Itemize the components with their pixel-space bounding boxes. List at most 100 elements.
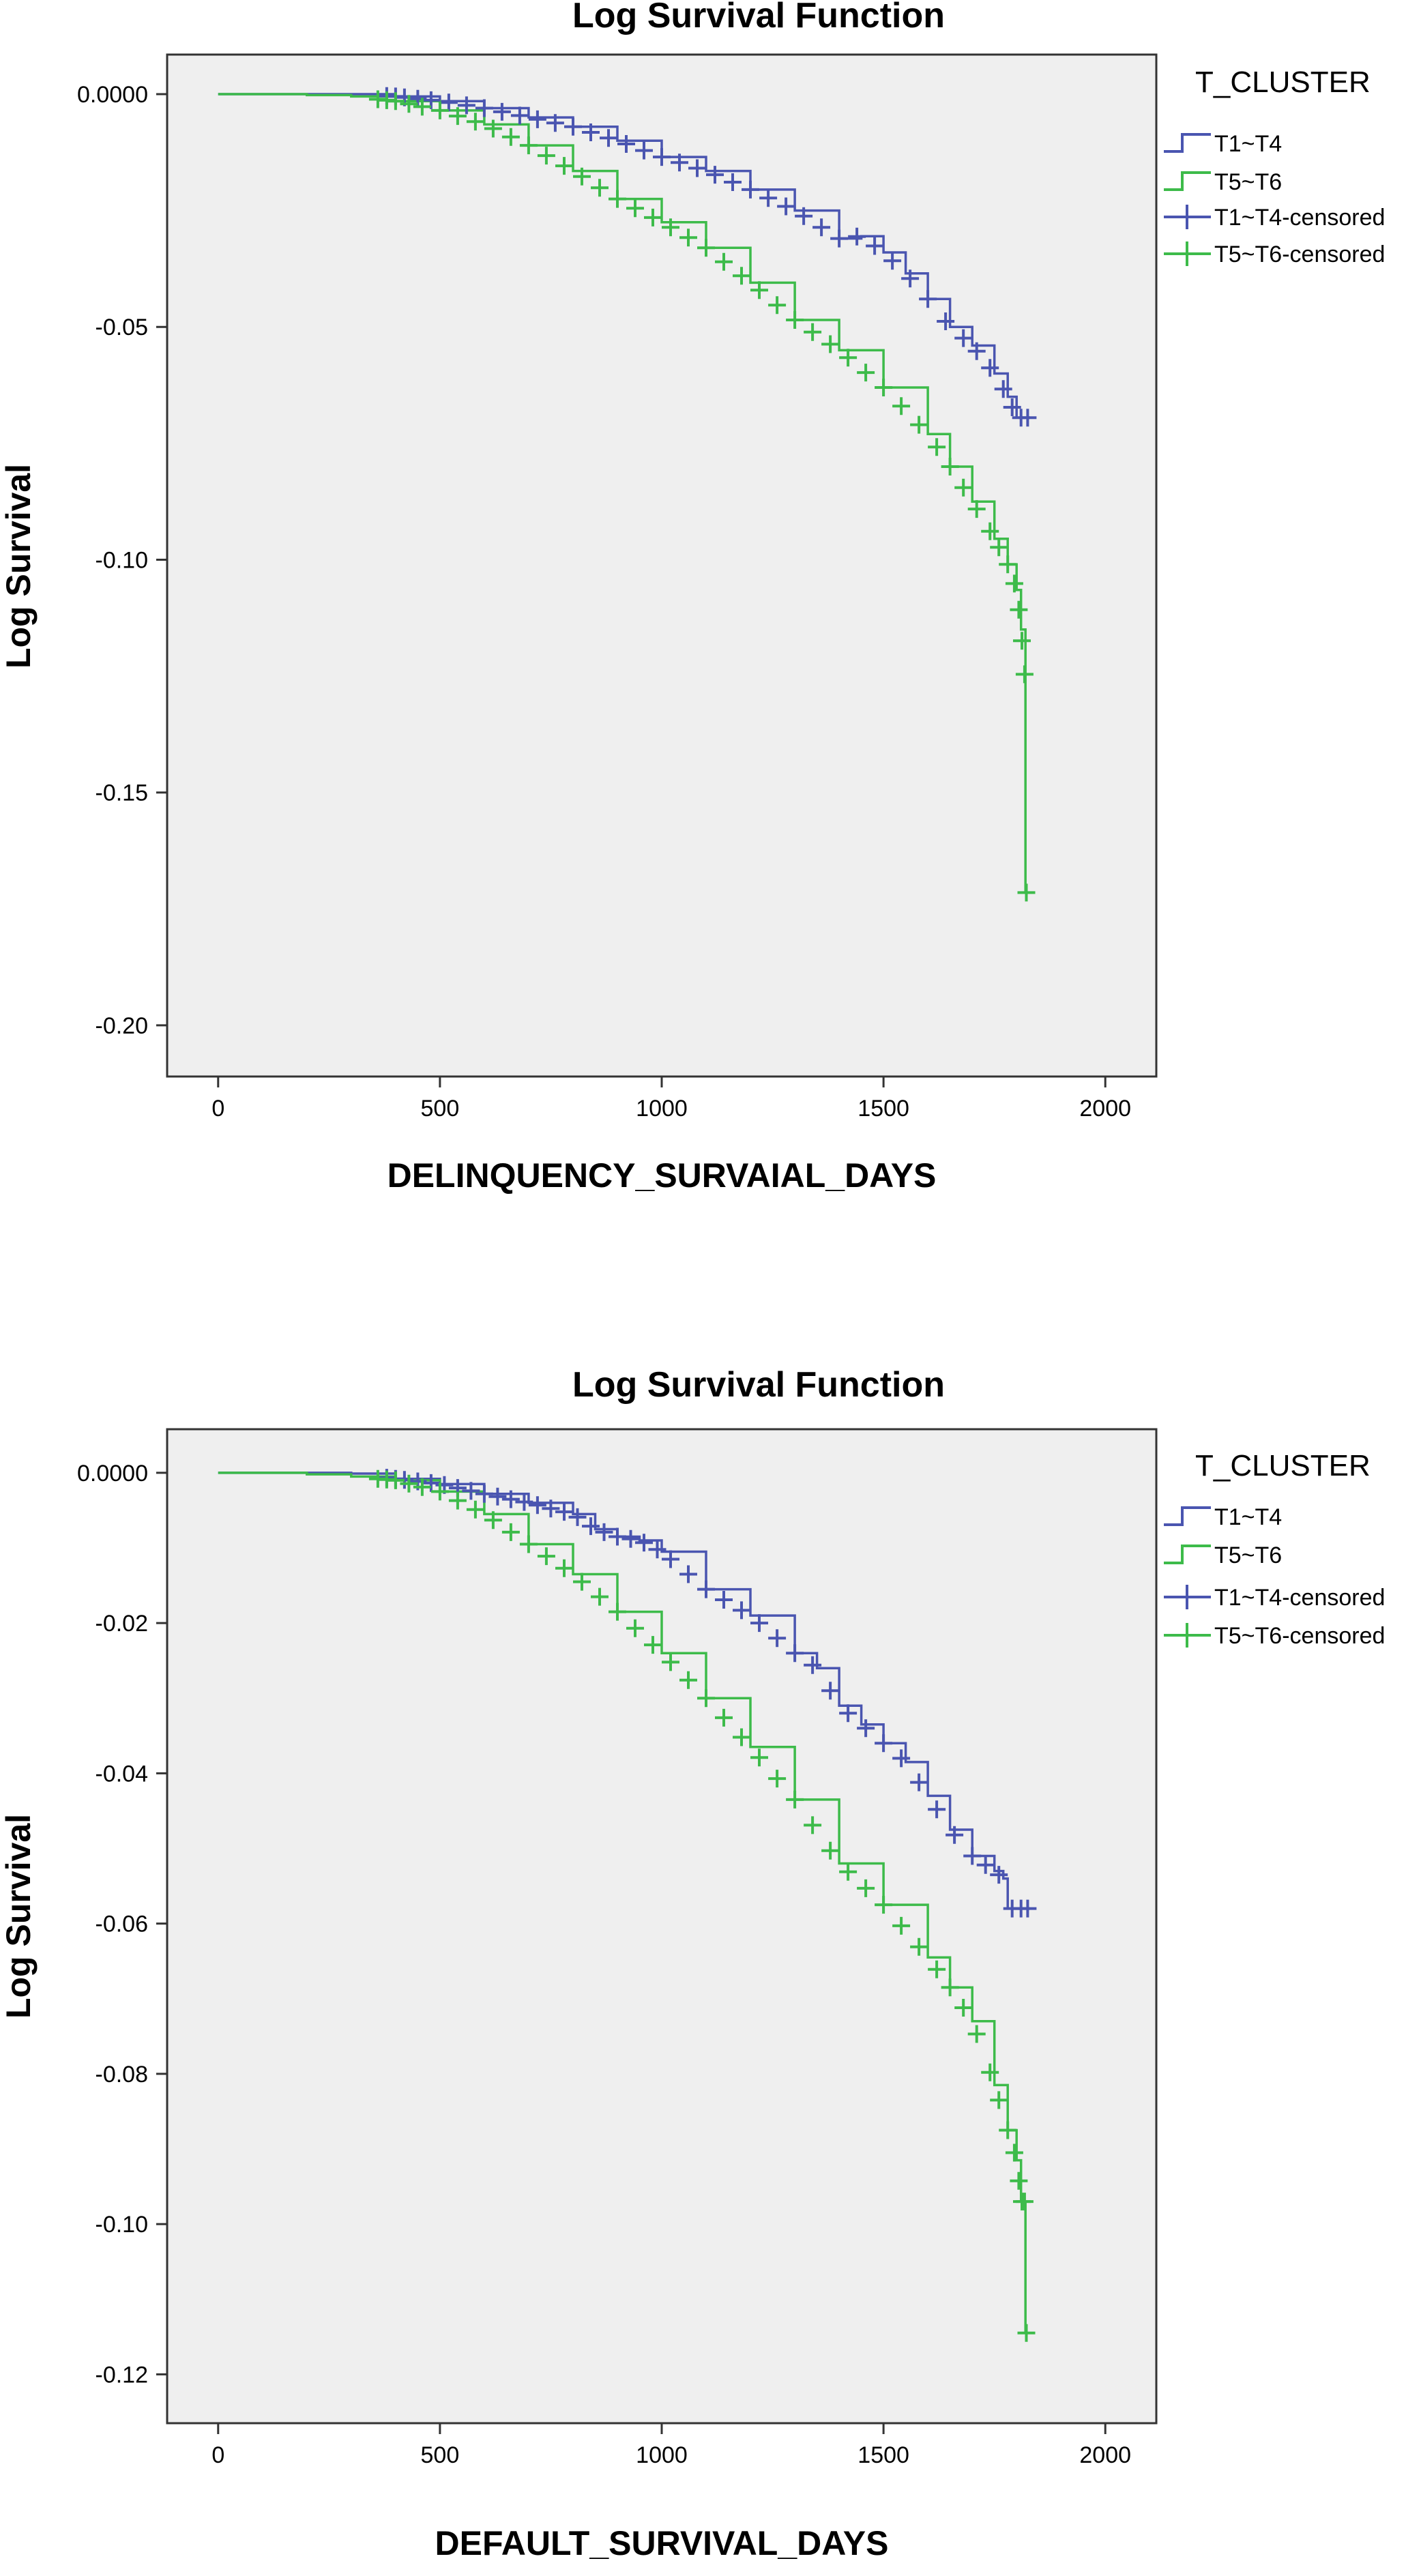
censored-marker-t5-t6 <box>413 1478 431 1496</box>
censored-marker-t1-t4 <box>671 153 688 172</box>
censored-marker-t1-t4 <box>990 1866 1008 1884</box>
x-tick-label: 0 <box>211 1096 224 1122</box>
censored-marker-t5-t6 <box>715 252 733 271</box>
censored-marker-t5-t6 <box>928 1960 946 1978</box>
censored-marker-t1-t4 <box>821 1682 840 1700</box>
censored-marker-t1-t4 <box>901 269 920 288</box>
legend-cross-icon-t5-t6-censored <box>1164 241 1211 266</box>
y-tick-label: -0.20 <box>96 1013 149 1039</box>
y-tick-label: -0.05 <box>96 314 149 340</box>
censored-marker-t1-t4 <box>786 1644 804 1663</box>
legend: T_CLUSTER T1~T4 T5~T6 T1~T4-censored T5~… <box>1164 1449 1385 1649</box>
censored-marker-t5-t6 <box>875 379 893 396</box>
censored-marker-t5-t6 <box>591 1587 609 1606</box>
censored-marker-t1-t4 <box>475 1484 493 1503</box>
censored-marker-t5-t6 <box>697 1689 715 1708</box>
censored-marker-t5-t6 <box>750 281 768 299</box>
censored-marker-t5-t6 <box>644 1636 662 1654</box>
plot-area <box>166 1428 1158 2425</box>
censored-marker-t5-t6 <box>786 311 804 329</box>
censored-marker-t1-t4 <box>493 102 511 121</box>
y-tick-label: -0.10 <box>96 2212 149 2238</box>
censored-marker-t1-t4 <box>475 99 493 117</box>
censored-marker-t1-t4 <box>742 180 759 199</box>
censored-marker-t1-t4 <box>883 252 902 270</box>
censored-marker-t1-t4 <box>462 1482 480 1500</box>
y-tick-label: -0.06 <box>96 1912 149 1937</box>
y-tick-label: -0.08 <box>96 2062 149 2088</box>
censored-marker-t5-t6 <box>591 179 609 197</box>
censored-marker-t5-t6 <box>609 190 626 208</box>
censored-marker-t5-t6 <box>750 1748 768 1767</box>
censored-marker-t5-t6 <box>662 1653 679 1671</box>
censored-marker-t5-t6 <box>609 1602 626 1621</box>
censored-marker-t5-t6 <box>501 128 520 146</box>
x-axis-title: DELINQUENCY_SURVAIAL_DAYS <box>387 1156 937 1195</box>
censored-marker-t1-t4 <box>875 1734 893 1753</box>
censored-marker-t1-t4 <box>542 1499 560 1518</box>
censored-marker-t1-t4 <box>848 227 866 246</box>
censored-marker-t1-t4 <box>595 1523 613 1541</box>
censored-marker-t5-t6 <box>573 1572 591 1591</box>
censored-marker-t5-t6 <box>1013 632 1031 650</box>
censored-marker-t1-t4 <box>804 1656 822 1674</box>
censored-marker-t5-t6 <box>519 1535 538 1553</box>
censored-marker-t5-t6 <box>1017 883 1036 902</box>
y-tick-label: -0.15 <box>96 780 149 806</box>
x-tick-label: 1500 <box>858 2442 909 2468</box>
censored-marker-t1-t4 <box>600 129 617 147</box>
y-tick-label: -0.10 <box>96 547 149 573</box>
censored-marker-t1-t4 <box>928 1800 946 1819</box>
censored-marker-t5-t6 <box>821 1841 840 1860</box>
censored-marker-t5-t6 <box>1010 2171 1028 2190</box>
censored-marker-t5-t6 <box>679 1671 697 1689</box>
censored-marker-t5-t6 <box>400 1474 418 1493</box>
censored-marker-t5-t6 <box>857 364 875 382</box>
censored-marker-t5-t6 <box>386 1471 405 1489</box>
censored-marker-t5-t6 <box>839 1862 858 1881</box>
legend-cross-icon-t1-t4-censored <box>1164 1585 1211 1609</box>
chart-title: Log Survival Function <box>572 0 945 35</box>
censored-marker-t5-t6 <box>941 1978 959 1997</box>
censored-marker-t1-t4 <box>777 197 795 216</box>
legend-step-icon-t5-t6 <box>1164 171 1211 191</box>
log-survival-chart-default: Log Survival Function 0 500 1000 1500 2000 0.… <box>0 1365 1385 2562</box>
censored-marker-t5-t6 <box>519 136 538 155</box>
censored-marker-t1-t4 <box>795 207 813 225</box>
censored-marker-t5-t6 <box>466 1500 484 1519</box>
censored-marker-t5-t6 <box>537 147 555 165</box>
censored-marker-t1-t4 <box>954 329 973 347</box>
x-tick-label: 500 <box>421 1096 460 1122</box>
censored-marker-t1-t4 <box>528 1496 546 1514</box>
legend-label-t5-t6-censored: T5~T6-censored <box>1214 241 1385 267</box>
censored-marker-t5-t6 <box>910 1937 928 1956</box>
censored-marker-t1-t4 <box>981 359 999 377</box>
censored-marker-t5-t6 <box>733 1728 750 1746</box>
censored-marker-t1-t4 <box>662 1550 679 1568</box>
censored-marker-t1-t4 <box>546 114 564 132</box>
x-tick-label: 1500 <box>858 1096 909 1122</box>
censored-marker-t5-t6 <box>626 1619 644 1637</box>
legend-label-t5-t6: T5~T6 <box>1214 1542 1282 1568</box>
censored-marker-t1-t4 <box>910 1773 928 1791</box>
censored-marker-t1-t4 <box>635 1534 653 1552</box>
censored-marker-t5-t6 <box>644 208 662 226</box>
censored-marker-t1-t4 <box>621 1530 640 1548</box>
censored-marker-t5-t6 <box>821 335 840 353</box>
legend-step-icon-t1-t4 <box>1164 1506 1211 1526</box>
censored-marker-t1-t4 <box>697 1580 715 1598</box>
censored-marker-t1-t4 <box>609 1527 626 1546</box>
censored-marker-t5-t6 <box>981 522 999 540</box>
x-tick-label: 2000 <box>1079 1096 1131 1122</box>
censored-marker-t5-t6 <box>430 1482 449 1501</box>
legend-label-t5-t6: T5~T6 <box>1214 169 1282 195</box>
censored-marker-t1-t4 <box>994 380 1012 398</box>
censored-marker-t5-t6 <box>1015 2193 1034 2211</box>
legend-step-icon-t1-t4 <box>1164 133 1211 153</box>
censored-marker-t5-t6 <box>697 239 715 257</box>
y-tick-label: -0.04 <box>96 1761 149 1787</box>
censored-marker-t1-t4 <box>488 1487 507 1506</box>
censored-marker-t5-t6 <box>386 92 405 111</box>
censored-marker-t1-t4 <box>582 1517 600 1536</box>
censored-marker-t1-t4 <box>919 290 937 308</box>
